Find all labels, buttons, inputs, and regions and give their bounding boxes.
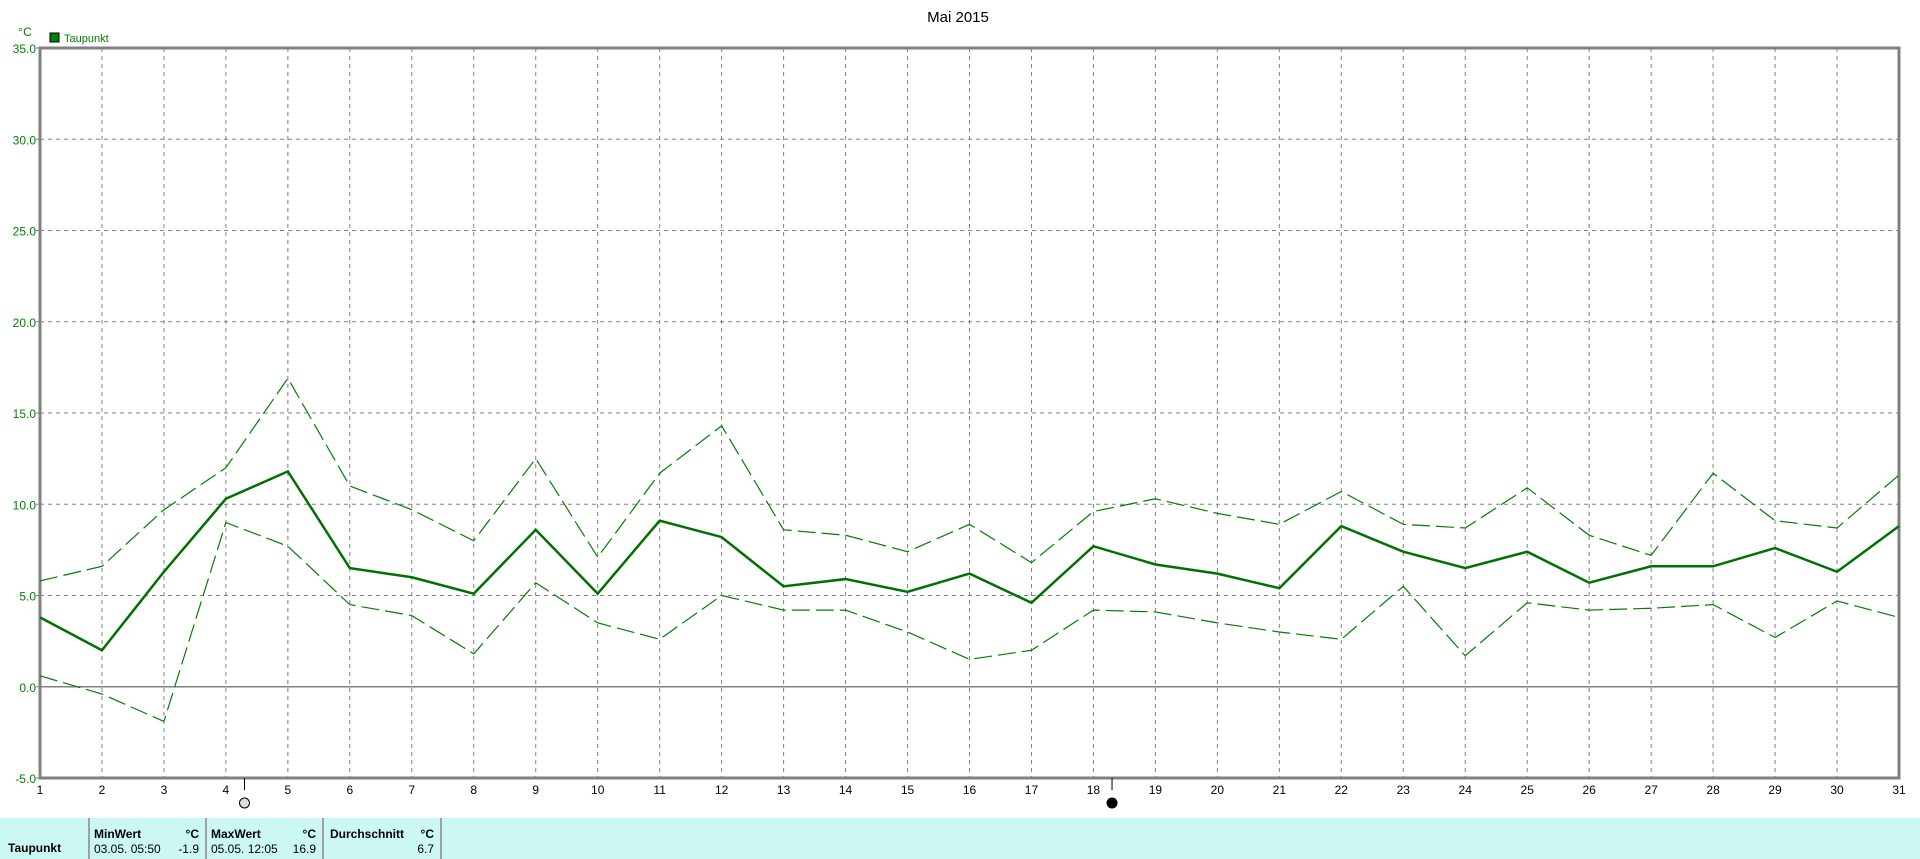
new-moon-icon — [1106, 797, 1118, 809]
plot-frame — [38, 46, 1901, 780]
y-tick-label: 15.0 — [13, 407, 37, 421]
min-header: MinWert — [94, 827, 142, 841]
x-tick-label: 17 — [1025, 783, 1039, 797]
x-tick-label: 12 — [715, 783, 729, 797]
min-time: 03.05. 05:50 — [94, 842, 161, 856]
min-value: -1.9 — [178, 842, 199, 856]
y-tick-label: 30.0 — [13, 133, 37, 147]
x-tick-label: 22 — [1335, 783, 1349, 797]
x-tick-label: 8 — [470, 783, 477, 797]
x-tick-label: 13 — [777, 783, 791, 797]
max-value: 16.9 — [292, 842, 316, 856]
max-unit: °C — [302, 827, 316, 841]
x-tick-label: 24 — [1459, 783, 1473, 797]
dewpoint-chart: Mai 2015 °C Taupunkt 35.030.025.020.015.… — [13, 9, 1906, 809]
x-tick-label: 5 — [285, 783, 292, 797]
x-tick-label: 23 — [1397, 783, 1411, 797]
min-cell: MinWert °C 03.05. 05:50 -1.9 — [90, 818, 207, 859]
chart-title: Mai 2015 — [927, 9, 989, 26]
y-tick-label: 0.0 — [19, 681, 36, 695]
x-tick-label: 31 — [1892, 783, 1906, 797]
max-time: 05.05. 12:05 — [211, 842, 278, 856]
x-tick-label: 19 — [1149, 783, 1163, 797]
legend-label: Taupunkt — [64, 33, 109, 45]
x-tick-label: 15 — [901, 783, 915, 797]
legend-swatch — [49, 32, 60, 43]
x-tick-label: 11 — [653, 783, 666, 797]
avg-unit: °C — [420, 827, 434, 841]
x-tick-label: 14 — [839, 783, 853, 797]
x-tick-label: 2 — [99, 783, 106, 797]
max-cell: MaxWert °C 05.05. 12:05 16.9 — [207, 818, 324, 859]
row-label-cell: Taupunkt — [0, 818, 90, 859]
y-tick-label: 25.0 — [13, 225, 37, 239]
y-tick-label: 20.0 — [13, 316, 37, 330]
series-line-dashed-max — [39, 377, 1900, 582]
x-tick-label: 9 — [532, 783, 539, 797]
x-tick-label: 27 — [1644, 783, 1658, 797]
x-tick-label: 28 — [1706, 783, 1720, 797]
x-tick-label: 21 — [1273, 783, 1287, 797]
x-tick-label: 6 — [346, 783, 353, 797]
y-tick-label: 5.0 — [19, 590, 36, 604]
y-axis-unit: °C — [18, 25, 32, 39]
avg-header: Durchschnitt — [330, 827, 405, 841]
series-line-dashed-min — [39, 521, 1900, 723]
x-tick-label: 30 — [1830, 783, 1844, 797]
x-tick-label: 16 — [963, 783, 977, 797]
series-line-taupunkt — [39, 469, 1900, 652]
x-tick-label: 4 — [223, 783, 230, 797]
avg-cell: Durchschnitt °C 6.7 — [324, 818, 442, 859]
x-tick-label: 1 — [37, 783, 44, 797]
x-tick-label: 20 — [1211, 783, 1225, 797]
x-tick-label: 10 — [591, 783, 605, 797]
x-tick-label: 7 — [408, 783, 415, 797]
x-tick-label: 26 — [1582, 783, 1596, 797]
avg-value: 6.7 — [417, 842, 434, 856]
x-tick-label: 3 — [161, 783, 168, 797]
row-label: Taupunkt — [8, 841, 62, 855]
max-header: MaxWert — [211, 827, 261, 841]
y-tick-label: -5.0 — [15, 772, 36, 786]
statistics-table: Taupunkt MinWert °C 03.05. 05:50 -1.9 Ma… — [0, 818, 1920, 859]
min-unit: °C — [185, 827, 199, 841]
full-moon-icon — [238, 797, 250, 809]
x-tick-label: 25 — [1521, 783, 1535, 797]
x-tick-label: 29 — [1768, 783, 1782, 797]
y-tick-label: 10.0 — [13, 498, 37, 512]
y-tick-label: 35.0 — [13, 42, 37, 56]
x-tick-label: 18 — [1087, 783, 1101, 797]
